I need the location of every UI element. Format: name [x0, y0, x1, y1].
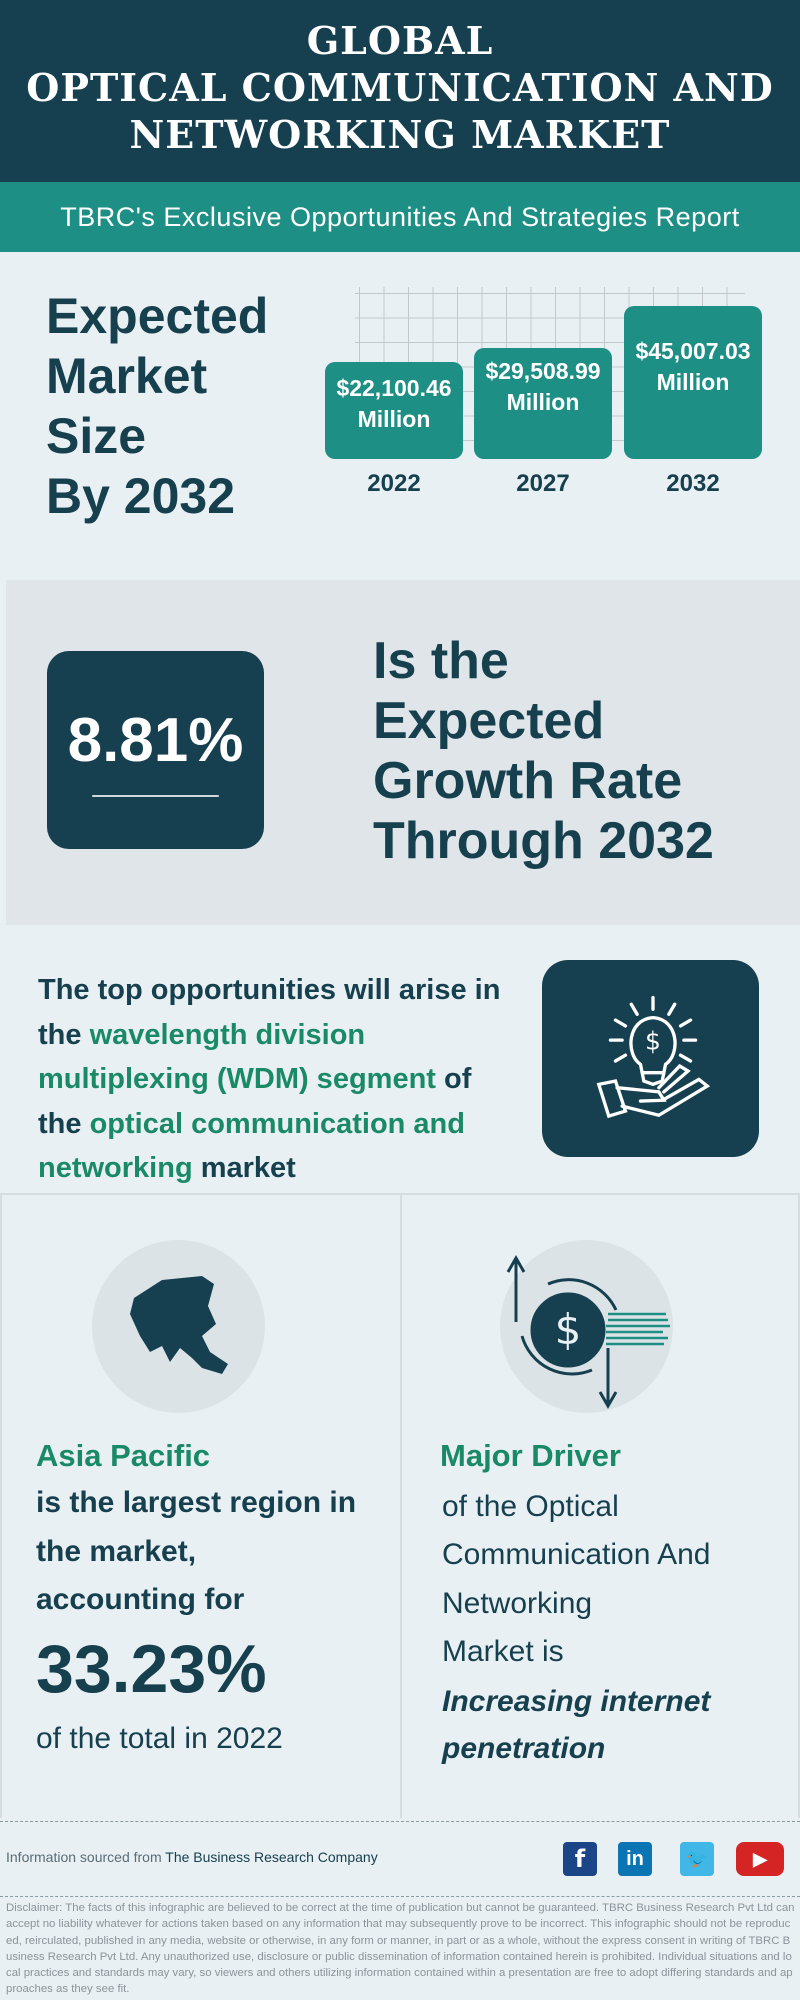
bar-2027: $29,508.99 Million	[474, 348, 612, 459]
growth-text: Is the	[373, 632, 509, 690]
source-link[interactable]: The Business Research Company	[165, 1849, 378, 1865]
driver-highlight: penetration	[442, 1732, 606, 1765]
title-line: OPTICAL COMMUNICATION AND	[26, 65, 774, 110]
growth-rate-badge: 8.81%	[47, 651, 264, 849]
year-label: 2032	[666, 470, 720, 497]
growth-rate: 8.81%	[67, 706, 244, 775]
region-panel	[0, 1193, 402, 1818]
market-heading: By 2032	[46, 468, 236, 524]
region-share: 33.23%	[36, 1631, 267, 1707]
title-line: GLOBAL	[306, 18, 494, 63]
underline	[92, 795, 219, 797]
driver-text: Networking	[442, 1587, 593, 1620]
bar-2022: $22,100.46 Million	[325, 362, 463, 459]
facebook-icon[interactable]: f	[563, 1842, 597, 1876]
growth-text: Through 2032	[373, 812, 714, 870]
year-label: 2022	[367, 470, 421, 497]
source-line: Information sourced from The Business Re…	[6, 1849, 378, 1865]
source-prefix: Information sourced from	[6, 1849, 166, 1865]
growth-text: Growth Rate	[373, 752, 683, 810]
highlight: optical communication and networking	[38, 1107, 465, 1185]
bar-value: $45,007.03	[635, 338, 751, 364]
twitter-icon[interactable]: 🐦	[680, 1842, 714, 1876]
text: market	[192, 1152, 296, 1184]
disclaimer: Disclaimer: The facts of this infographi…	[6, 1902, 795, 1996]
header: GLOBAL OPTICAL COMMUNICATION AND NETWORK…	[0, 0, 800, 182]
opportunity-text: The top opportunities will arise in the …	[38, 968, 508, 1191]
highlight: wavelength division multiplexing (WDM) s…	[38, 1018, 436, 1096]
region-text: the market,	[36, 1535, 197, 1568]
bar-2032: $45,007.03 Million	[624, 306, 762, 459]
divider	[0, 1896, 800, 1897]
driver-heading: Major Driver	[440, 1438, 621, 1473]
bar-unit: Million	[357, 406, 431, 432]
driver-text: Communication And	[442, 1538, 711, 1571]
subtitle: TBRC's Exclusive Opportunities And Strat…	[0, 182, 800, 252]
growth-text: Expected	[373, 692, 605, 750]
youtube-icon[interactable]: ▶	[736, 1842, 784, 1876]
market-heading: Expected	[46, 288, 269, 344]
region-heading: Asia Pacific	[36, 1438, 211, 1473]
linkedin-icon[interactable]: in	[618, 1842, 652, 1876]
divider	[0, 1821, 800, 1822]
driver-highlight: Increasing internet	[442, 1685, 711, 1718]
svg-text:$: $	[645, 1026, 661, 1055]
svg-text:$: $	[555, 1305, 582, 1354]
region-text: accounting for	[36, 1583, 245, 1616]
region-footer: of the total in 2022	[36, 1722, 283, 1755]
region-text: is the largest region in	[36, 1486, 357, 1519]
driver-text: of the Optical	[442, 1490, 619, 1523]
asia-map-icon	[92, 1240, 265, 1413]
dollar-cycle-icon: $	[500, 1240, 673, 1413]
bar-value: $29,508.99	[485, 358, 601, 384]
lightbulb-dollar-hand-icon: $	[542, 960, 759, 1157]
driver-panel	[402, 1193, 800, 1818]
driver-text: Market is	[442, 1635, 564, 1668]
text: The top opportunities will arise in the	[38, 974, 501, 1051]
market-heading: Size	[46, 408, 147, 464]
title-line: NETWORKING MARKET	[129, 112, 671, 157]
market-heading: Market	[46, 348, 208, 404]
bar-unit: Million	[506, 389, 580, 415]
bar-unit: Million	[656, 369, 730, 395]
bar-value: $22,100.46	[336, 375, 452, 401]
text: of the	[38, 1063, 472, 1140]
year-label: 2027	[516, 470, 570, 497]
